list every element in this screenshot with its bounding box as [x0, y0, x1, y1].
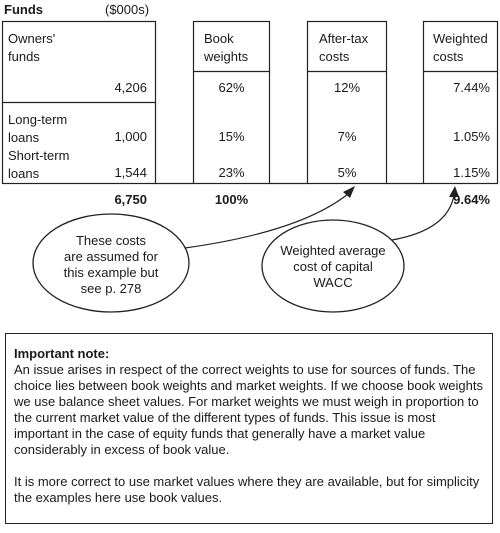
row-after-tax-short-term-loans: 5%: [337, 165, 357, 180]
funds-heading: Funds: [4, 2, 43, 17]
arrowhead-weighted: [449, 186, 459, 197]
arrow-to-weighted: [391, 194, 455, 241]
row-after-tax-long-term-loans: 7%: [337, 129, 357, 144]
row-weighted-owners-funds: 7.44%: [453, 80, 490, 95]
callout-ellipse-costs: [32, 213, 190, 313]
callout-costs-assumed: These costs are assumed for this example…: [63, 233, 159, 296]
row-weighted-short-term-loans: 1.15%: [453, 165, 490, 180]
row-label-long-term-loans: Long-term loans: [8, 112, 68, 145]
row-book-weight-owners-funds: 62%: [218, 80, 245, 95]
arrowhead-after-tax: [343, 186, 355, 198]
row-amount-short-term-loans: 1,544: [114, 165, 147, 180]
note-paragraph-1: An issue arises in respect of the correc…: [14, 362, 483, 457]
row-label-short-term-loans: Short-term loans: [8, 148, 70, 181]
row-weighted-long-term-loans: 1.05%: [453, 129, 490, 144]
weighted-costs-header: Weighted costs: [433, 31, 488, 64]
weighted-costs-box: [422, 20, 499, 185]
row-book-weight-short-term-loans: 23%: [218, 165, 245, 180]
row-after-tax-owners-funds: 12%: [333, 80, 361, 95]
row-book-weight-long-term-loans: 15%: [218, 129, 245, 144]
after-tax-costs-header: After-tax costs: [319, 31, 369, 64]
row-amount-owners-funds: 4,206: [114, 80, 147, 95]
row-label-owners-funds: Owners' funds: [8, 31, 56, 64]
book-weights-header: Book weights: [204, 31, 249, 64]
note-paragraph-2: It is more correct to use market values …: [14, 474, 480, 505]
callout-ellipse-wacc: [261, 219, 405, 313]
total-weighted-cost: 9.64%: [453, 192, 490, 207]
book-weights-box: [192, 20, 271, 185]
total-book-weight: 100%: [214, 192, 249, 207]
callout-wacc: Weighted average cost of capital WACC: [280, 243, 386, 290]
units-label: ($000s): [105, 2, 150, 17]
row-amount-long-term-loans: 1,000: [114, 129, 147, 144]
note-heading: Important note:: [14, 346, 110, 361]
important-note-box: Important note: An issue arises in respe…: [5, 333, 493, 524]
total-amount: 6,750: [114, 192, 147, 207]
after-tax-box: [306, 20, 388, 185]
arrow-to-after-tax: [184, 193, 349, 249]
